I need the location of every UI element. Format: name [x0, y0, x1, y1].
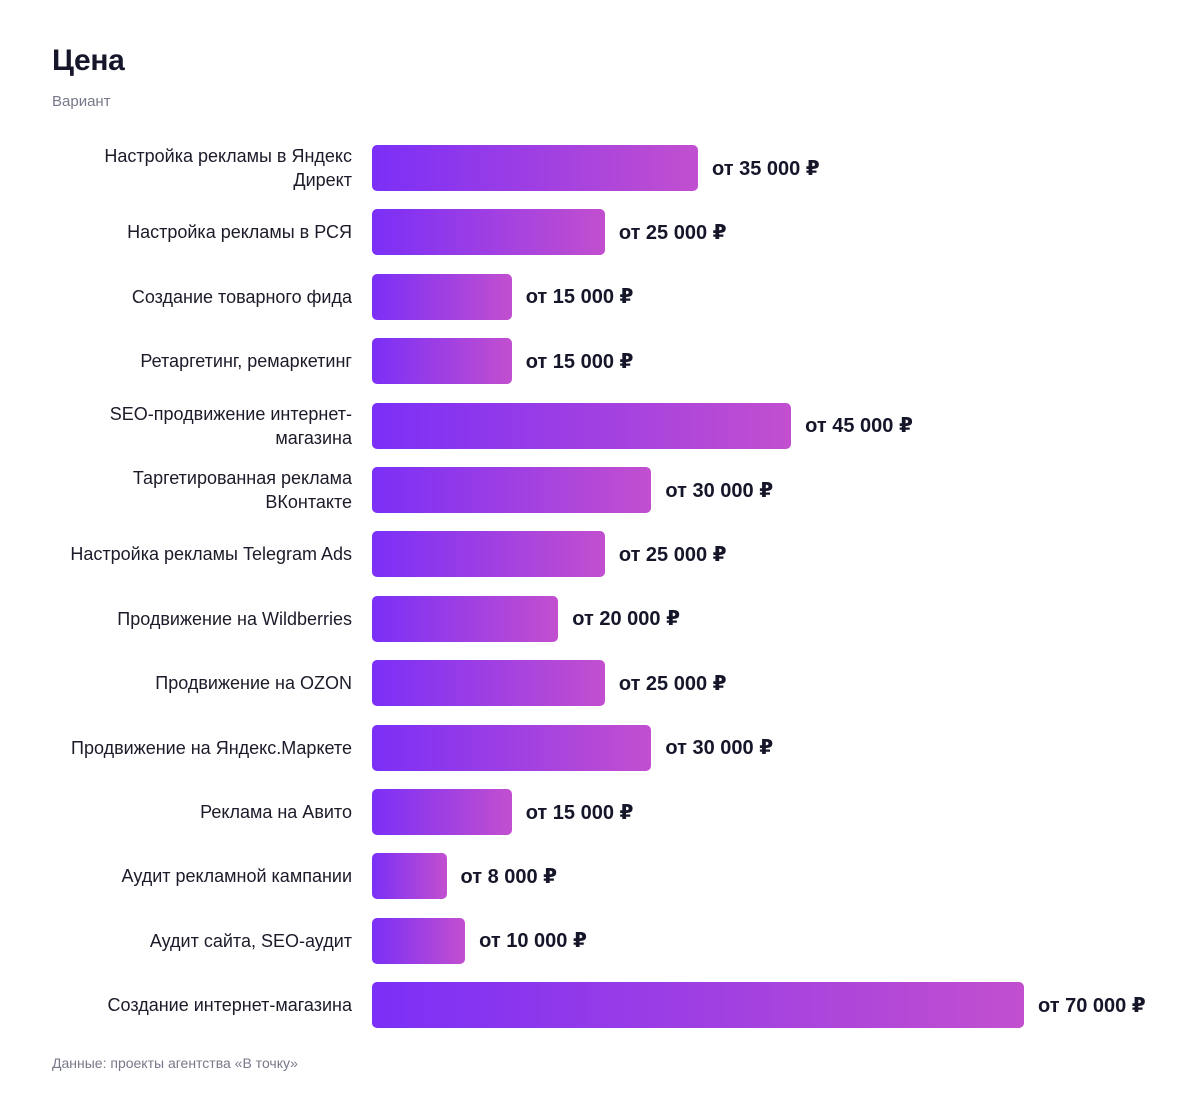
category-label: Настройка рекламы в Яндекс Директ: [104, 146, 352, 190]
data-source-note: Данные: проекты агентства «В точку»: [52, 1055, 298, 1071]
category-label: SEO-продвижение интернет-магазина: [109, 403, 352, 448]
bar: [372, 402, 792, 449]
bar-row: Реклама на Авито от 15 000 ₽: [0, 789, 1200, 835]
category-label: Аудит сайта, SEO-аудит: [149, 930, 352, 951]
value-label: от 15 000 ₽: [525, 801, 634, 824]
value-label: от 30 000 ₽: [665, 737, 774, 760]
category-label: Продвижение на Wildberries: [117, 608, 352, 629]
bar-row: SEO-продвижение интернет-магазина от 45 0…: [0, 402, 1200, 449]
bar: [372, 917, 466, 964]
value-label: от 45 000 ₽: [805, 415, 913, 438]
bar-row: Ретаргетинг, ремаркетинг от 15 000 ₽: [0, 338, 1200, 385]
category-label: Аудит рекламной кампании: [121, 866, 352, 887]
bar-row: Аудит рекламной кампании от 8 000 ₽: [0, 853, 1200, 900]
category-label: Продвижение на Яндекс.Маркете: [71, 737, 352, 758]
value-label: от 70 000 ₽: [1038, 994, 1146, 1017]
bar: [372, 145, 698, 191]
value-label: от 10 000 ₽: [479, 930, 587, 953]
bar-row: Настройка рекламы в Яндекс Директ от 35 0…: [0, 145, 1200, 191]
value-label: от 15 000 ₽: [525, 286, 634, 309]
bar: [372, 982, 1024, 1029]
value-label: от 8 000 ₽: [460, 865, 558, 888]
value-label: от 25 000 ₽: [618, 672, 727, 695]
bar-row: Продвижение на Wildberries от 20 000 ₽: [0, 595, 1200, 642]
bar-row: Продвижение на Яндекс.Маркете от 30 000 ₽: [0, 724, 1200, 771]
category-label: Создание товарного фида: [131, 286, 352, 307]
value-label: от 15 000 ₽: [525, 350, 634, 373]
bar: [372, 853, 447, 900]
bar: [372, 273, 512, 320]
bar: [372, 789, 512, 835]
bar: [372, 338, 512, 385]
category-label: Настройка рекламы в РСЯ: [127, 222, 352, 243]
bar: [372, 660, 605, 707]
value-label: от 25 000 ₽: [618, 543, 727, 566]
chart-subtitle: Вариант: [52, 93, 111, 110]
value-label: от 25 000 ₽: [618, 221, 727, 244]
bar-row: Создание интернет-магазина от 70 000 ₽: [0, 982, 1200, 1029]
category-label: Таргетированная реклама ВКонтакте: [132, 468, 352, 512]
bar: [372, 467, 652, 513]
bar: [372, 531, 605, 578]
bar-row: Продвижение на OZON от 25 000 ₽: [0, 660, 1200, 707]
bar-row: Таргетированная реклама ВКонтакте от 30 0…: [0, 467, 1200, 513]
bar-row: Настройка рекламы Telegram Ads от 25 000 …: [0, 531, 1200, 578]
bar: [372, 595, 559, 642]
category-label: Продвижение на OZON: [155, 673, 352, 694]
chart-title: Цена: [52, 44, 125, 77]
category-label: Настройка рекламы Telegram Ads: [70, 544, 352, 565]
bar: [372, 724, 652, 771]
value-label: от 35 000 ₽: [712, 157, 820, 180]
bar: [372, 209, 605, 256]
bar-row: Настройка рекламы в РСЯ от 25 000 ₽: [0, 209, 1200, 256]
category-label: Ретаргетинг, ремаркетинг: [140, 351, 352, 372]
category-label: Создание интернет-магазина: [107, 995, 352, 1016]
bar-row: Аудит сайта, SEO-аудит от 10 000 ₽: [0, 917, 1200, 964]
category-label: Реклама на Авито: [200, 802, 352, 822]
value-label: от 20 000 ₽: [572, 608, 680, 631]
bar-row: Создание товарного фида от 15 000 ₽: [0, 273, 1200, 320]
value-label: от 30 000 ₽: [665, 479, 774, 502]
